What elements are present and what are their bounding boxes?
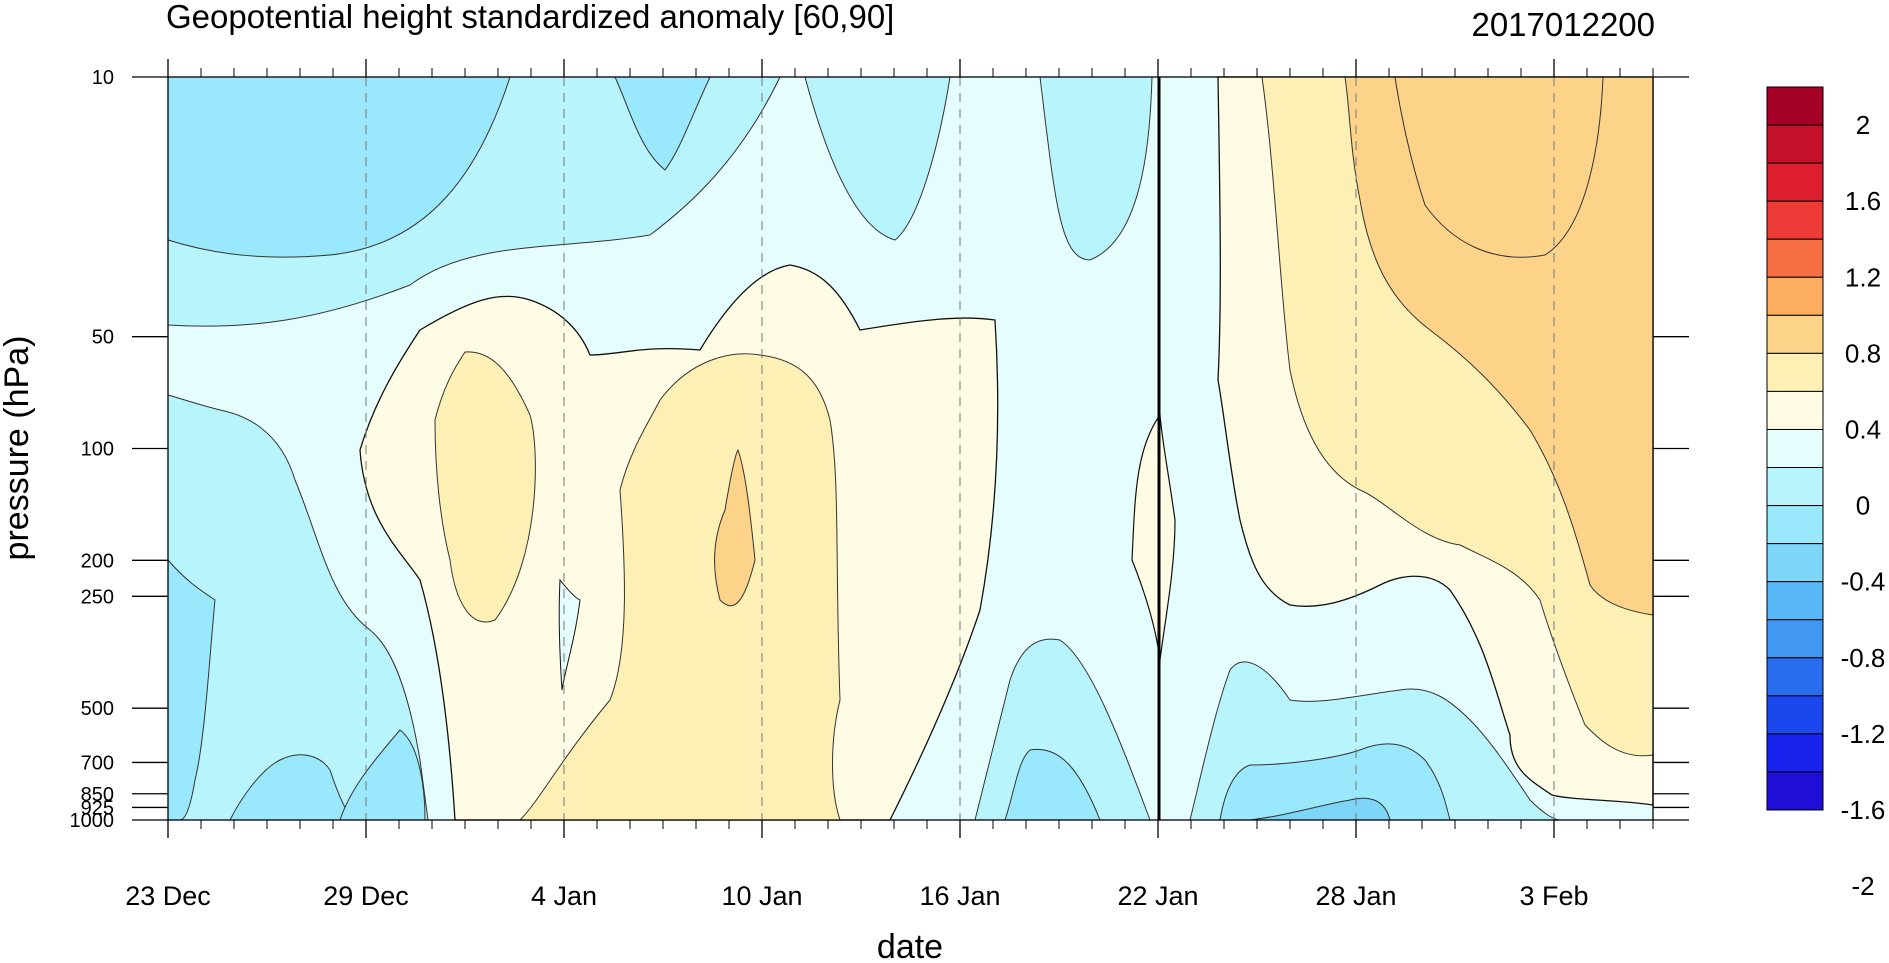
colorbar-label: 2 xyxy=(1856,110,1870,140)
left-low-strong-negative xyxy=(167,558,216,821)
x-tick-label: 28 Jan xyxy=(1315,881,1396,911)
upper-left-strong-negative xyxy=(167,76,511,258)
left-low-negative-region xyxy=(167,394,429,821)
colorbar-swatch xyxy=(1766,695,1824,735)
colorbar-swatch xyxy=(1766,352,1824,392)
colorbar-label: -1.2 xyxy=(1841,719,1886,749)
colorbar-swatch xyxy=(1766,390,1824,430)
midlevel-positive-core-1 xyxy=(434,351,536,623)
colorbar-swatch xyxy=(1766,86,1824,126)
colorbar-label: 1.2 xyxy=(1845,262,1881,292)
top-mid-negative-1 xyxy=(614,76,711,171)
late-period-upper-core xyxy=(1394,76,1604,258)
y-tick-label: 10 xyxy=(92,67,114,89)
y-tick-label: 100 xyxy=(81,439,114,461)
x-tick-label: 22 Jan xyxy=(1117,881,1198,911)
colorbar-swatch xyxy=(1766,428,1824,469)
contour-fill-layer xyxy=(167,76,1654,821)
x-tick-label: 23 Dec xyxy=(125,881,211,911)
left-bottom-negative-2 xyxy=(339,729,426,821)
colorbar-swatch xyxy=(1766,619,1824,659)
y-tick-label: 50 xyxy=(92,327,114,349)
x-tick-label: 4 Jan xyxy=(531,881,597,911)
colorbar-swatch xyxy=(1766,200,1824,240)
chart-timestamp: 2017012200 xyxy=(1471,6,1655,43)
colorbar-label: -0.4 xyxy=(1841,567,1886,597)
x-tick-label: 16 Jan xyxy=(919,881,1000,911)
x-tick-label: 10 Jan xyxy=(721,881,802,911)
colorbar-swatch xyxy=(1766,467,1824,507)
lower-right-strong-negative xyxy=(1219,743,1451,821)
midlevel-positive-peak xyxy=(714,448,756,607)
x-tick-label: 3 Feb xyxy=(1519,881,1588,911)
colorbar-swatch xyxy=(1766,314,1824,354)
y-tick-label: 200 xyxy=(81,550,114,572)
colorbar-swatch xyxy=(1766,505,1824,545)
y-tick-label: 500 xyxy=(81,698,114,720)
top-mid-negative-2 xyxy=(804,76,951,241)
colorbar-label: -2 xyxy=(1851,871,1874,901)
axis-ticks: 23 Dec 29 Dec 4 Jan 10 Jan 16 Jan 22 Jan 28 Ja… xyxy=(70,59,1689,911)
colorbar-swatch xyxy=(1766,162,1824,202)
colorbar-label: -1.6 xyxy=(1841,795,1886,825)
colorbar-swatch xyxy=(1766,771,1824,811)
x-axis-label: date xyxy=(877,928,943,963)
y-tick-label: 850 xyxy=(81,784,114,806)
midlevel-positive-core-2 xyxy=(518,353,841,821)
y-axis-label: pressure (hPa) xyxy=(0,336,36,561)
colorbar-label: 0 xyxy=(1856,491,1870,521)
x-tick-label: 29 Dec xyxy=(323,881,409,911)
chart-title: Geopotential height standardized anomaly… xyxy=(166,0,894,35)
center-bottom-strong-negative xyxy=(1004,748,1101,821)
colorbar-swatch xyxy=(1766,581,1824,621)
top-mid-negative-3 xyxy=(1039,76,1153,261)
colorbar-label: 0.8 xyxy=(1845,338,1881,368)
colorbar-swatch xyxy=(1766,238,1824,278)
colorbar-swatch xyxy=(1766,733,1824,773)
y-tick-label: 925 xyxy=(81,797,114,819)
colorbar-label: 1.6 xyxy=(1845,186,1881,216)
colorbar-label: 0.4 xyxy=(1845,414,1881,444)
colorbar-swatch xyxy=(1766,124,1824,164)
colorbar-swatch xyxy=(1766,657,1824,697)
y-tick-label: 1000 xyxy=(70,810,115,832)
colorbar-swatch xyxy=(1766,276,1824,316)
lower-right-deep-negative xyxy=(1249,797,1391,821)
date-grid-lines xyxy=(365,77,1555,820)
y-tick-label: 700 xyxy=(81,752,114,774)
colorbar-label: -0.8 xyxy=(1841,643,1886,673)
colorbar-swatch xyxy=(1766,543,1824,583)
colorbar: 2 1.6 1.2 0.8 0.4 0 -0.4 -0.8 -1.2 -1.6 -2 xyxy=(1766,86,1886,901)
y-tick-label: 250 xyxy=(81,586,114,608)
